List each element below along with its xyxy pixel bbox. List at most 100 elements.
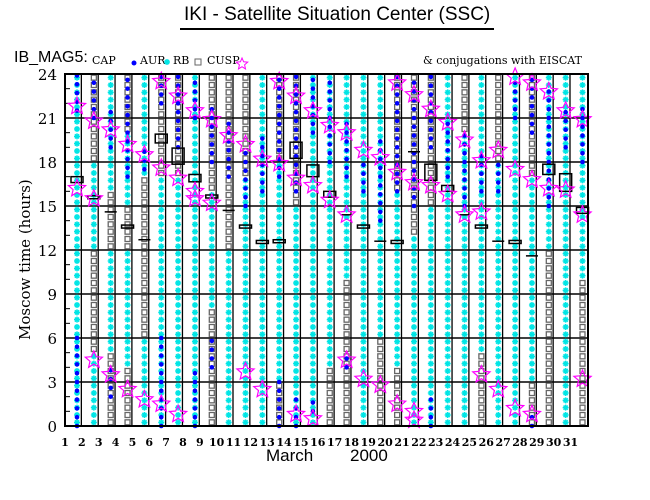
aur-marker — [107, 316, 114, 323]
rb-marker — [528, 389, 536, 397]
aur-marker — [191, 331, 198, 338]
cap-marker — [108, 136, 113, 141]
aur-marker — [360, 243, 367, 250]
aur-marker — [191, 419, 198, 426]
aur-marker — [512, 206, 519, 213]
aur-marker — [242, 236, 249, 242]
cusp-star-marker — [420, 98, 441, 118]
x-tick-label: 21 — [394, 436, 409, 449]
rb-marker — [461, 89, 468, 96]
day-column-24 — [454, 74, 475, 426]
aur-marker — [512, 228, 519, 235]
cap-marker — [394, 118, 400, 124]
aur-marker — [495, 375, 502, 382]
rb-marker — [579, 411, 586, 419]
rb-marker — [495, 81, 502, 89]
aur-marker — [309, 250, 316, 257]
aur-marker — [461, 397, 468, 404]
aur-marker — [90, 214, 97, 220]
cusp-star-marker — [437, 183, 458, 203]
cusp-star-marker — [252, 148, 273, 168]
aur-marker — [276, 346, 283, 352]
aur-marker — [528, 228, 535, 235]
aur-marker — [461, 228, 468, 235]
aur-marker — [293, 272, 300, 279]
aur-marker — [461, 206, 468, 213]
rb-marker — [393, 411, 401, 419]
rb-marker — [141, 279, 148, 287]
aur-marker — [191, 126, 198, 132]
aur-marker — [461, 309, 468, 316]
aur-marker — [225, 360, 232, 367]
rb-marker — [343, 309, 350, 316]
aur-marker — [309, 177, 316, 184]
aur-marker — [512, 272, 519, 279]
aur-marker — [528, 316, 535, 323]
aur-marker — [107, 346, 114, 352]
rb-marker — [326, 404, 333, 411]
aur-marker — [444, 302, 451, 308]
aur-marker — [309, 272, 316, 279]
cap-marker — [327, 106, 333, 112]
x-tick-label: 1 — [61, 436, 69, 449]
aur-marker — [528, 368, 535, 374]
rb-marker — [158, 162, 165, 169]
aur-marker — [562, 184, 569, 191]
aur-marker — [276, 331, 283, 338]
aur-marker — [124, 170, 131, 176]
rb-marker — [343, 389, 350, 397]
aur-marker — [444, 250, 451, 257]
cap-marker — [327, 159, 333, 165]
aur-marker — [394, 228, 401, 235]
rb-marker — [478, 389, 485, 397]
cap-marker — [378, 174, 383, 179]
conjugation-box — [272, 238, 286, 244]
conjugation-box — [356, 224, 371, 229]
aur-marker — [461, 390, 468, 396]
aur-marker — [259, 287, 266, 294]
aur-marker — [444, 89, 451, 96]
aur-marker — [191, 177, 198, 184]
cap-marker — [411, 194, 417, 200]
aur-marker — [545, 243, 552, 250]
cap-marker — [310, 95, 316, 100]
aur-marker — [562, 368, 569, 374]
cap-marker — [378, 209, 383, 215]
aur-marker — [545, 199, 552, 206]
legend-label-cap: CAP — [92, 54, 116, 67]
rb-marker — [90, 250, 97, 257]
x-tick-label: 26 — [479, 436, 495, 449]
aur-marker — [191, 382, 198, 389]
aur-marker — [427, 265, 434, 272]
aur-marker — [512, 148, 519, 154]
aur-marker — [545, 82, 552, 88]
aur-marker — [191, 346, 198, 352]
aur-marker — [478, 89, 485, 96]
rb-marker — [141, 228, 148, 235]
plot-frame — [64, 73, 589, 427]
aur-marker — [360, 148, 367, 154]
aur-marker — [343, 228, 350, 235]
aur-marker — [107, 96, 114, 103]
aur-marker — [326, 265, 333, 272]
aur-marker — [90, 382, 97, 389]
rb-marker — [124, 389, 131, 397]
rb-marker — [427, 199, 435, 206]
aur-marker — [461, 236, 468, 242]
aur-marker — [191, 338, 198, 345]
aur-marker — [141, 118, 148, 125]
aur-marker — [512, 331, 519, 338]
cap-marker — [580, 115, 585, 121]
aur-marker — [191, 250, 198, 257]
rb-marker — [427, 162, 435, 169]
aur-marker — [579, 250, 586, 257]
rb-marker — [90, 338, 97, 345]
y-tick-label: 15 — [38, 198, 57, 216]
conjugation-box — [255, 239, 270, 245]
day-column-8 — [184, 74, 205, 429]
cap-marker — [462, 194, 467, 200]
cap-marker — [125, 130, 130, 135]
aur-marker — [90, 412, 97, 418]
cusp-star-marker — [184, 180, 205, 200]
aur-marker — [562, 280, 569, 286]
